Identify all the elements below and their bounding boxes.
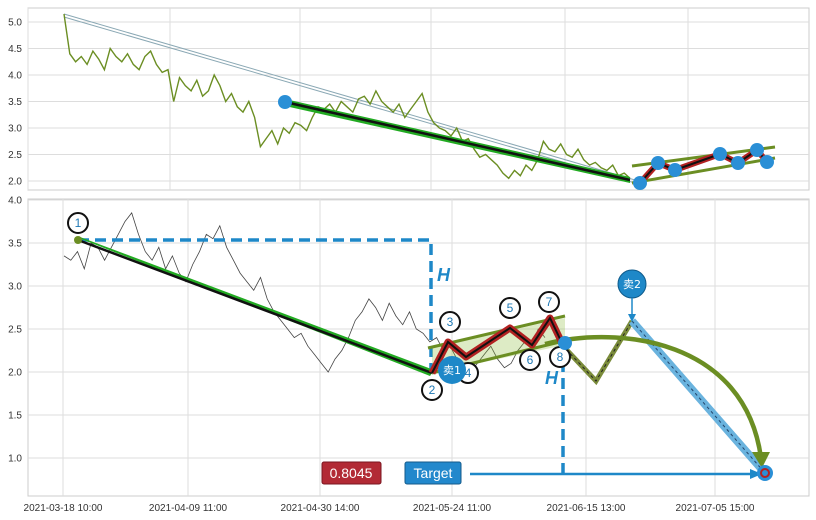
sell2-pointer-head [628,314,636,322]
projection-zigzag-core [561,320,633,382]
main-panel: 2021-03-18 10:00 2021-04-09 11:00 2021-04-… [8,196,810,514]
wave-label-circle [421,379,443,401]
sell2-label: 卖2 [623,278,641,291]
wave-end-marker [558,336,572,350]
overview-price-line [63,13,631,180]
wave-label-circle [519,349,541,371]
wave-label-circle [439,311,461,333]
projection-arc [544,334,764,459]
overview-wave-point [760,155,774,169]
overview-reference-line [63,16,636,184]
overview-start-marker [278,95,292,109]
main-y-tick-label: 2.0 [8,368,22,379]
main-x-tick-label: 2021-04-09 11:00 [149,503,228,514]
main-x-tick-label: 2021-07-05 15:00 [676,503,755,514]
wave-label-8: 8 [557,350,564,364]
overview-y-tick-label: 2.5 [8,150,22,161]
measure-h-label-projected: H [545,368,559,388]
overview-wave-point [633,176,647,190]
wave-label-1: 1 [75,216,82,230]
main-y-tick-label: 1.5 [8,411,22,422]
wave-label-circle [499,297,521,319]
wave-zigzag-core [431,315,563,374]
main-y-tick-label: 4.0 [8,196,22,207]
main-y-tick-label: 2.5 [8,325,22,336]
target-value-box [321,461,382,485]
target-box [404,461,462,485]
main-y-tick-label: 3.0 [8,282,22,293]
overview-y-tick-label: 4.0 [8,71,22,82]
wave-label-circle [67,212,89,234]
projection-drop-core [631,320,766,474]
target-marker [757,465,773,481]
main-x-tick-label: 2021-03-18 10:00 [24,503,103,514]
overview-y-tick-label: 5.0 [8,18,22,29]
overview-channel-lower [631,156,776,185]
wave-label-2: 2 [429,383,436,397]
overview-wave-point [713,147,727,161]
overview-y-tick-label: 3.0 [8,124,22,135]
wave-label-7: 7 [546,295,553,309]
overview-panel: 2.0 2.5 3.0 3.5 4.0 4.5 5.0 [8,7,810,191]
main-x-tick-label: 2021-05-24 11:00 [413,503,492,514]
overview-wave-point [668,163,682,177]
target-value-text: 0.8045 [330,465,373,481]
wave-label-5: 5 [507,301,514,315]
overview-wave-point [651,156,665,170]
overview-wave-point [750,143,764,157]
target-arrow-head [750,469,762,479]
target-box-text: Target [414,465,453,481]
target-marker-ring [760,468,770,478]
main-y-tick-label: 3.5 [8,239,22,250]
overview-y-tick-label: 3.5 [8,97,22,108]
main-trend-start-dot [74,236,82,244]
overview-y-tick-label: 4.5 [8,44,22,55]
main-plot-frame [27,198,810,497]
wave-label-3: 3 [447,315,454,329]
wave-label-6: 6 [527,353,534,367]
sell1-marker [438,356,466,384]
overview-y-tick-label: 2.0 [8,177,22,188]
wave-label-circle [538,291,560,313]
main-trend-line [77,238,433,375]
main-x-tick-label: 2021-06-15 13:00 [547,503,626,514]
sell1-label: 卖1 [443,364,461,377]
overview-wave-point [731,156,745,170]
projection-arc-arrowhead [752,452,770,468]
main-y-tick-label: 1.0 [8,454,22,465]
main-x-tick-label: 2021-04-30 14:00 [281,503,360,514]
measure-h-label: H [437,265,451,285]
wave-label-4: 4 [465,366,472,380]
overview-trend-line [284,100,631,182]
